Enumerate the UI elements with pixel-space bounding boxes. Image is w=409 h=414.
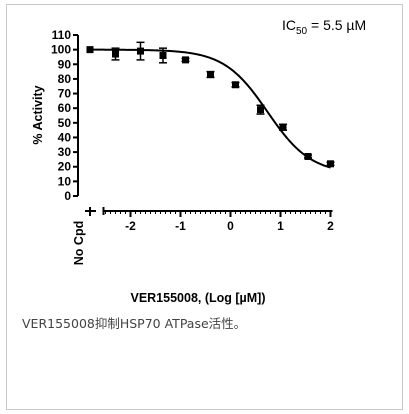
ic50-annotation: IC50 = 5.5 µM — [282, 17, 366, 37]
y-tick-label: 60 — [58, 101, 72, 115]
y-axis-label: % Activity — [31, 85, 45, 144]
y-tick-label: 0 — [64, 189, 71, 203]
data-point — [279, 123, 287, 131]
y-tick-label: 110 — [52, 28, 72, 42]
data-point — [137, 47, 144, 55]
data-point — [257, 106, 264, 114]
x-tick-label: -1 — [175, 219, 186, 233]
data-point — [159, 51, 167, 59]
y-tick-label: 70 — [58, 87, 72, 101]
y-tick-label: 90 — [58, 57, 72, 71]
data-point — [86, 46, 94, 54]
figure-frame — [6, 4, 403, 410]
no-cpd-label: No Cpd — [72, 221, 86, 265]
data-point — [112, 50, 119, 58]
y-tick-label: 10 — [58, 174, 72, 188]
y-tick-label: 20 — [58, 160, 72, 174]
fit-curve — [90, 48, 331, 169]
x-tick-label: -2 — [125, 219, 136, 233]
dose-response-chart: IC50 = 5.5 µM % Activity No Cpd VER15500… — [31, 17, 366, 305]
x-tick-label: 1 — [277, 219, 284, 233]
data-point — [232, 81, 239, 89]
y-tick-label: 30 — [58, 145, 72, 159]
fit-curve-layer — [90, 48, 331, 169]
x-tick-label: 2 — [327, 219, 334, 233]
y-tick-label: 50 — [58, 116, 72, 130]
data-point — [304, 152, 312, 160]
figure-caption: VER155008抑制HSP70 ATPase活性。 — [22, 316, 247, 331]
data-point — [207, 71, 214, 79]
data-points-layer — [86, 41, 335, 168]
x-axis-label: VER155008, (Log [µM]) — [130, 291, 265, 305]
x-tick-label: 0 — [227, 219, 234, 233]
y-tick-label: 100 — [51, 43, 71, 57]
data-point — [327, 160, 334, 168]
y-tick-label: 80 — [58, 72, 72, 86]
y-tick-label: 40 — [58, 130, 72, 144]
data-point — [182, 56, 189, 64]
